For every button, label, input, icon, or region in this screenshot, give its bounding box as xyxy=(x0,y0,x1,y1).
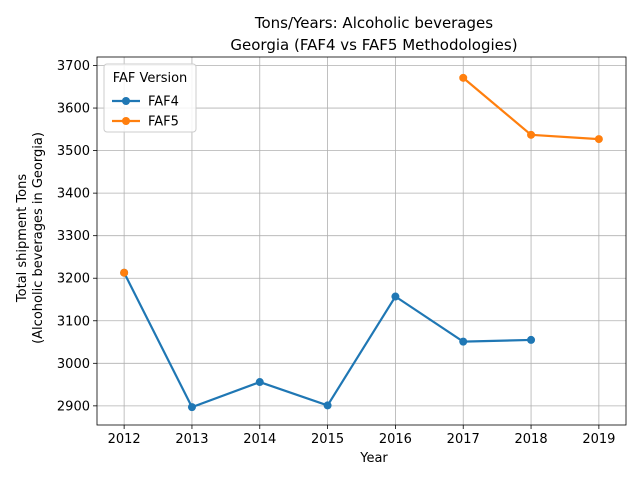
data-point-faf4 xyxy=(391,292,400,301)
y-tick-label: 3000 xyxy=(57,357,90,372)
x-tick-label: 2012 xyxy=(108,432,141,447)
x-tick-label: 2015 xyxy=(311,432,344,447)
x-tick-label: 2014 xyxy=(243,432,276,447)
x-axis-label: Year xyxy=(359,451,388,466)
legend-swatch-marker xyxy=(122,97,130,105)
data-point-faf5 xyxy=(459,73,468,82)
data-point-faf5 xyxy=(527,130,536,139)
x-tick-label: 2013 xyxy=(175,432,208,447)
y-tick-label: 3300 xyxy=(57,229,90,244)
data-point-faf4 xyxy=(187,403,196,412)
data-point-faf4 xyxy=(255,378,264,387)
series-layer xyxy=(120,73,603,412)
y-axis-label-line2: (Alcoholic beverages in Georgia) xyxy=(31,132,46,344)
data-point-faf5 xyxy=(120,268,129,277)
y-tick-label: 3100 xyxy=(57,314,90,329)
legend: FAF Version FAF4 FAF5 xyxy=(103,63,197,133)
y-tick-label: 3600 xyxy=(57,102,90,117)
x-tick-label: 2018 xyxy=(515,432,548,447)
legend-title: FAF Version xyxy=(113,71,188,86)
legend-box xyxy=(103,63,197,133)
legend-entry-label: FAF5 xyxy=(148,115,179,130)
x-tick-label: 2016 xyxy=(379,432,412,447)
data-point-faf5 xyxy=(594,135,603,144)
x-tick-label: 2019 xyxy=(582,432,615,447)
y-tick-label: 3700 xyxy=(57,59,90,74)
grid xyxy=(97,57,626,425)
x-tick-label: 2017 xyxy=(447,432,480,447)
data-point-faf4 xyxy=(527,335,536,344)
y-axis-label-line1: Total shipment Tons xyxy=(15,174,30,303)
y-tick-label: 2900 xyxy=(57,399,90,414)
data-point-faf4 xyxy=(459,337,468,346)
y-tick-label: 3200 xyxy=(57,272,90,287)
y-axis-label-group: Total shipment Tons (Alcoholic beverages… xyxy=(15,132,46,344)
y-tick-label: 3400 xyxy=(57,187,90,202)
legend-swatch-marker xyxy=(122,117,130,125)
data-point-faf4 xyxy=(323,401,332,410)
plot-frame xyxy=(96,56,627,426)
chart-title-line1: Tons/Years: Alcoholic beverages xyxy=(254,14,493,32)
axes: 2012 2013 2014 2015 2016 2017 2018 2019 2900 3000… xyxy=(57,56,627,447)
legend-entry-label: FAF4 xyxy=(148,95,179,110)
chart-title-line2: Georgia (FAF4 vs FAF5 Methodologies) xyxy=(230,36,517,54)
y-tick-label: 3500 xyxy=(57,144,90,159)
